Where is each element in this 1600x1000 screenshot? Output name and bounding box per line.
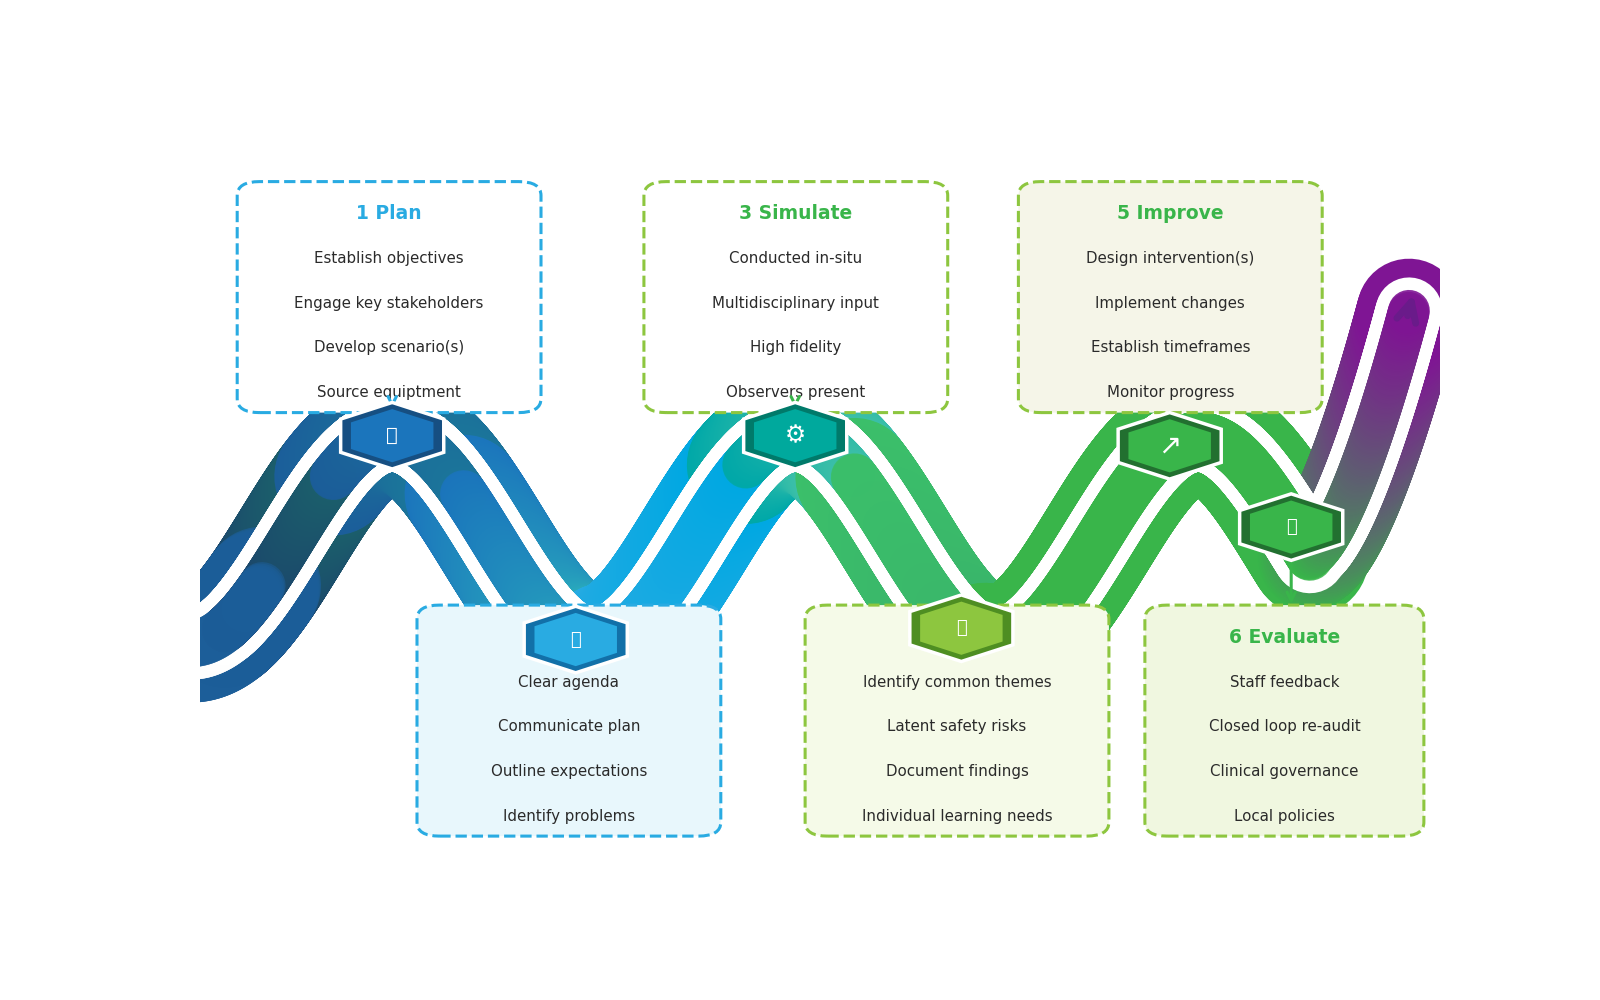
Text: Multidisciplinary input: Multidisciplinary input (712, 296, 880, 311)
Text: 🔍: 🔍 (1286, 518, 1296, 536)
Text: Staff feedback: Staff feedback (1230, 675, 1339, 690)
Polygon shape (910, 595, 1013, 661)
Text: High fidelity: High fidelity (750, 340, 842, 355)
Text: Establish timeframes: Establish timeframes (1091, 340, 1250, 355)
Polygon shape (525, 606, 627, 673)
FancyBboxPatch shape (643, 182, 947, 413)
Text: 5 Improve: 5 Improve (1117, 204, 1224, 223)
Polygon shape (1128, 419, 1211, 472)
Text: Latent safety risks: Latent safety risks (888, 719, 1027, 734)
Text: Closed loop re-audit: Closed loop re-audit (1208, 719, 1360, 734)
Text: 2 Brief: 2 Brief (533, 628, 605, 647)
Text: 6 Evaluate: 6 Evaluate (1229, 628, 1341, 647)
Text: Identify common themes: Identify common themes (862, 675, 1051, 690)
Polygon shape (341, 402, 443, 469)
FancyBboxPatch shape (805, 605, 1109, 836)
FancyBboxPatch shape (237, 182, 541, 413)
FancyBboxPatch shape (1019, 182, 1322, 413)
Polygon shape (1250, 501, 1333, 554)
Text: Identify problems: Identify problems (502, 809, 635, 824)
Text: Design intervention(s): Design intervention(s) (1086, 251, 1254, 266)
Text: 4 Debrief: 4 Debrief (907, 628, 1006, 647)
Text: Observers present: Observers present (726, 385, 866, 400)
Text: Outline expectations: Outline expectations (491, 764, 646, 779)
Text: Communicate plan: Communicate plan (498, 719, 640, 734)
Text: Implement changes: Implement changes (1096, 296, 1245, 311)
FancyBboxPatch shape (1146, 605, 1424, 836)
Polygon shape (744, 402, 846, 469)
Text: Conducted in-situ: Conducted in-situ (730, 251, 862, 266)
Text: ⚙: ⚙ (784, 424, 806, 448)
Text: 📋: 📋 (386, 426, 398, 445)
Text: 🖼: 🖼 (570, 631, 581, 649)
Text: 👥: 👥 (955, 619, 966, 637)
Polygon shape (350, 409, 434, 462)
Text: ↗: ↗ (1158, 432, 1181, 460)
Polygon shape (754, 409, 837, 462)
Text: Clear agenda: Clear agenda (518, 675, 619, 690)
Text: 3 Simulate: 3 Simulate (739, 204, 853, 223)
Text: Individual learning needs: Individual learning needs (862, 809, 1053, 824)
Text: Local policies: Local policies (1234, 809, 1334, 824)
Polygon shape (534, 613, 618, 666)
Polygon shape (1240, 494, 1342, 560)
Text: Engage key stakeholders: Engage key stakeholders (294, 296, 483, 311)
Text: Develop scenario(s): Develop scenario(s) (314, 340, 464, 355)
Polygon shape (1118, 413, 1221, 479)
Text: Source equiptment: Source equiptment (317, 385, 461, 400)
Text: Establish objectives: Establish objectives (314, 251, 464, 266)
Text: Monitor progress: Monitor progress (1107, 385, 1234, 400)
Text: Document findings: Document findings (885, 764, 1029, 779)
Text: Clinical governance: Clinical governance (1210, 764, 1358, 779)
Text: 1 Plan: 1 Plan (357, 204, 422, 223)
FancyBboxPatch shape (418, 605, 720, 836)
Polygon shape (920, 602, 1003, 655)
